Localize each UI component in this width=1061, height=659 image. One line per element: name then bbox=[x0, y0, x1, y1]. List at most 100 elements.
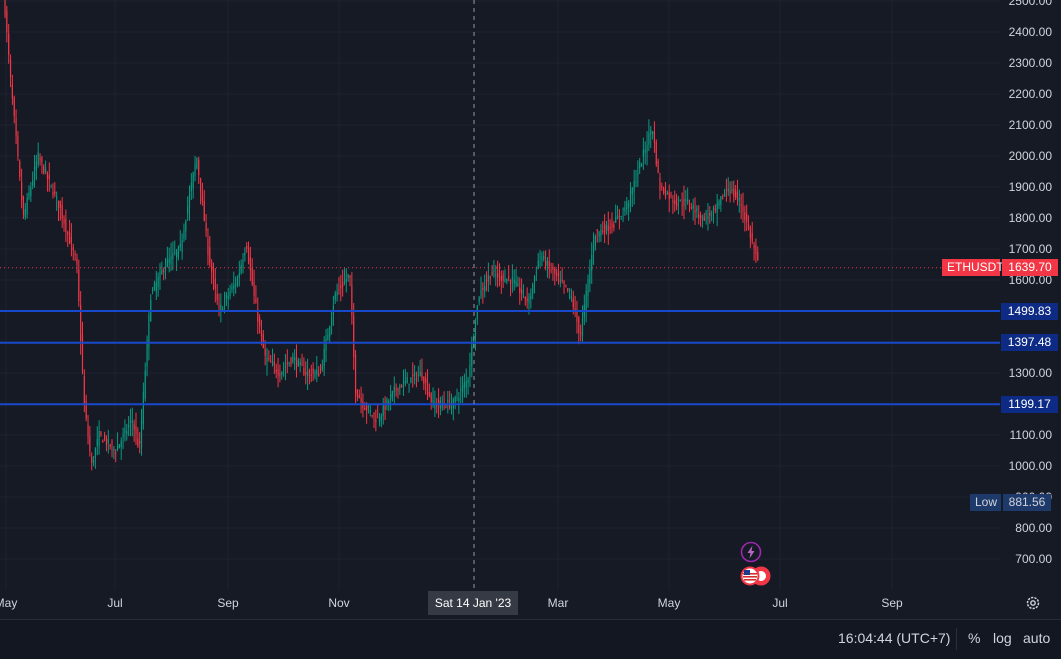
candle-body bbox=[179, 243, 181, 248]
candle-body bbox=[329, 326, 331, 337]
candle-body bbox=[618, 215, 620, 217]
price-tick-label: 700.00 bbox=[1015, 552, 1052, 566]
candle-body bbox=[22, 196, 25, 216]
candle-body bbox=[327, 334, 329, 341]
price-tick-label: 1800.00 bbox=[1009, 211, 1053, 225]
candle-body bbox=[421, 372, 423, 379]
horizontal-levels[interactable] bbox=[0, 310, 1000, 406]
time-tick-label: Jul bbox=[772, 596, 787, 610]
candle-body bbox=[104, 434, 106, 440]
settings-icon[interactable] bbox=[1025, 595, 1041, 611]
candle-body bbox=[635, 181, 637, 183]
candle-body bbox=[497, 273, 499, 278]
candle-body bbox=[198, 159, 200, 176]
candle-body bbox=[306, 371, 309, 377]
last-price-tag: 1639.70 bbox=[1002, 259, 1058, 276]
candle-body bbox=[41, 157, 43, 163]
candle-body bbox=[626, 201, 628, 210]
candle-body bbox=[410, 377, 412, 383]
time-axis[interactable]: May Jul Sep Nov Mar May Jul Sep bbox=[0, 596, 903, 610]
price-tick-label: 800.00 bbox=[1015, 521, 1052, 535]
log-scale-button[interactable]: log bbox=[993, 630, 1012, 646]
candle-body bbox=[83, 376, 85, 405]
candle-body bbox=[209, 247, 211, 264]
candle-body bbox=[292, 356, 294, 362]
candle-body bbox=[233, 284, 235, 289]
lightning-icon[interactable] bbox=[740, 541, 762, 563]
candle-body bbox=[591, 254, 593, 271]
candle-body bbox=[406, 377, 408, 384]
candlestick-chart[interactable]: 2500.00 2400.00 2300.00 2200.00 2100.00 2000.… bbox=[0, 0, 1061, 619]
candle-body bbox=[194, 163, 196, 176]
price-axis[interactable]: 2500.00 2400.00 2300.00 2200.00 2100.00 2000.… bbox=[1009, 0, 1053, 566]
level-price-tag[interactable]: 1397.48 bbox=[1001, 334, 1058, 352]
candle-body bbox=[670, 194, 672, 196]
candle-body bbox=[753, 244, 755, 249]
price-tick-label: 1600.00 bbox=[1009, 273, 1053, 287]
level-price-tag[interactable]: 1199.17 bbox=[1001, 395, 1058, 413]
candle-body bbox=[72, 247, 74, 251]
candle-body bbox=[592, 245, 595, 253]
low-label: Low bbox=[970, 494, 1001, 511]
candle-body bbox=[500, 276, 502, 281]
candle-body bbox=[312, 368, 314, 374]
candle-body bbox=[535, 272, 537, 274]
candle-body bbox=[270, 361, 272, 363]
us-flag-icon[interactable] bbox=[738, 565, 772, 587]
candle-body bbox=[297, 360, 299, 367]
candle-body bbox=[353, 315, 355, 357]
candle-body bbox=[115, 452, 117, 454]
candle-body bbox=[703, 216, 705, 221]
clock[interactable]: 16:04:44 (UTC+7) bbox=[838, 630, 951, 646]
candle-body bbox=[295, 357, 298, 367]
time-tick-label: Sep bbox=[881, 596, 903, 610]
time-tick-label: Sep bbox=[217, 596, 239, 610]
candle-body bbox=[30, 187, 32, 197]
candle-body bbox=[751, 232, 753, 242]
candle-body bbox=[749, 227, 751, 238]
candle-body bbox=[192, 172, 194, 189]
candle-body bbox=[519, 287, 521, 293]
candle-body bbox=[650, 129, 652, 135]
candle-body bbox=[648, 132, 650, 145]
candle-body bbox=[655, 142, 657, 165]
time-tick-label: Mar bbox=[548, 596, 569, 610]
candle-body bbox=[257, 309, 259, 322]
candle-body bbox=[57, 200, 60, 209]
candle-body bbox=[139, 440, 141, 444]
candle-body bbox=[679, 199, 681, 201]
candle-body bbox=[666, 193, 668, 195]
candle-body bbox=[580, 332, 582, 334]
price-tick-label: 1000.00 bbox=[1009, 459, 1053, 473]
candle-body bbox=[175, 250, 178, 258]
candle-body bbox=[382, 405, 384, 416]
candle-body bbox=[284, 366, 287, 368]
candle-body bbox=[624, 207, 626, 212]
candle-body bbox=[259, 317, 261, 327]
candle-body bbox=[661, 186, 663, 188]
candle-body bbox=[203, 200, 205, 222]
candle-body bbox=[637, 173, 639, 176]
candle-body bbox=[201, 193, 204, 202]
candle-body bbox=[727, 188, 729, 192]
candle-body bbox=[163, 270, 165, 273]
candle-body bbox=[484, 285, 486, 292]
candle-body bbox=[299, 362, 301, 365]
candle-body bbox=[305, 372, 307, 375]
candle-body bbox=[415, 378, 418, 380]
bottom-toolbar: 16:04:44 (UTC+7) % log auto bbox=[0, 619, 1061, 659]
candle-body bbox=[629, 190, 632, 205]
candle-body bbox=[454, 397, 456, 403]
level-price-tag[interactable]: 1499.83 bbox=[1001, 302, 1058, 320]
candle-body bbox=[275, 369, 277, 373]
percent-scale-button[interactable]: % bbox=[968, 630, 981, 646]
candle-body bbox=[386, 399, 388, 405]
auto-scale-button[interactable]: auto bbox=[1023, 630, 1051, 646]
candle-body bbox=[26, 197, 28, 214]
candle-body bbox=[639, 162, 641, 169]
candle-body bbox=[262, 334, 264, 349]
candle-body bbox=[517, 283, 519, 287]
candle-body bbox=[366, 404, 368, 411]
candle-body bbox=[290, 358, 292, 364]
candle-body bbox=[711, 211, 713, 213]
